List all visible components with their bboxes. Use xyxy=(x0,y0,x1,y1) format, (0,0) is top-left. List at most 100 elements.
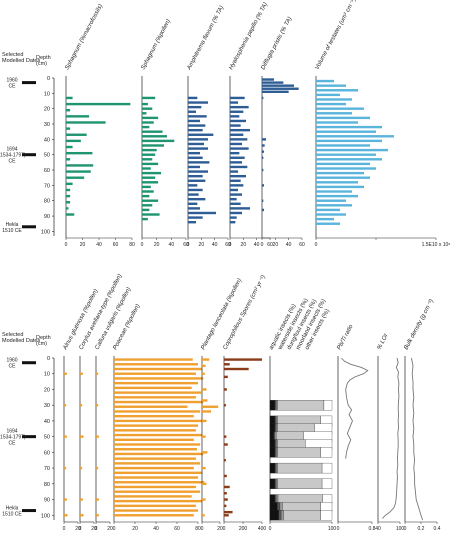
data-bar xyxy=(142,121,154,124)
data-bar xyxy=(202,514,205,517)
data-bar xyxy=(230,142,242,146)
data-bar xyxy=(316,162,370,166)
data-bar xyxy=(230,184,244,187)
data-bar xyxy=(66,176,85,179)
data-bar xyxy=(96,372,99,375)
data-bar xyxy=(188,142,204,146)
data-bar xyxy=(142,96,156,100)
data-bar xyxy=(66,133,87,136)
data-bar xyxy=(188,156,203,159)
stack-segment xyxy=(269,478,276,489)
series-x-tick-label: 40 xyxy=(212,242,218,248)
data-bar xyxy=(188,119,200,123)
dates-label: Modelled Dates xyxy=(2,58,40,64)
data-bar xyxy=(202,466,206,470)
series-x-tick-label: 20 xyxy=(199,242,205,248)
data-bar xyxy=(66,182,73,186)
series-name-label: Amphitrema flavum (% TA) xyxy=(186,5,225,72)
data-bar xyxy=(80,466,83,470)
data-bar xyxy=(202,358,210,361)
data-bar xyxy=(114,414,194,418)
data-bar xyxy=(188,105,202,109)
data-bar xyxy=(66,145,73,149)
data-bar xyxy=(188,211,216,215)
data-bar xyxy=(316,185,364,189)
data-bar xyxy=(316,84,346,87)
date-marker-label: 1960 xyxy=(6,78,17,84)
date-marker-bar xyxy=(22,81,36,85)
stack-segment xyxy=(281,510,284,521)
depth-tick-label: 50 xyxy=(44,435,50,441)
data-bar xyxy=(262,81,284,84)
data-bar xyxy=(202,410,211,413)
data-bar xyxy=(66,170,91,173)
data-bar xyxy=(114,481,205,484)
depth-tick-label: 80 xyxy=(44,199,50,205)
data-bar xyxy=(202,451,208,454)
series-name-label: Pb/Ti ratio xyxy=(336,323,354,350)
date-marker-label: CE xyxy=(9,364,17,370)
data-bar xyxy=(230,179,241,182)
series-x-tick-label: 400 xyxy=(258,526,267,532)
data-bar xyxy=(188,128,203,132)
data-bar xyxy=(64,466,67,470)
data-bar xyxy=(224,459,226,462)
data-bar xyxy=(230,124,241,127)
data-bar xyxy=(262,144,265,147)
data-bar xyxy=(202,435,206,438)
data-bar xyxy=(114,367,203,371)
series-name-label: Bulk density (g cm⁻³) xyxy=(403,299,435,351)
stack-segment xyxy=(274,462,277,474)
series-x-tick-label: 0 xyxy=(223,526,226,532)
stack-segment xyxy=(276,462,278,474)
data-bar xyxy=(66,115,90,118)
data-bar xyxy=(66,207,69,210)
series-x-tick-label: 0 xyxy=(229,242,232,248)
data-bar xyxy=(316,167,376,170)
data-bar xyxy=(80,372,83,375)
stack-segment xyxy=(274,447,277,458)
data-bar xyxy=(114,363,198,366)
data-bar xyxy=(316,222,340,225)
date-marker-label: 1694 xyxy=(6,147,17,153)
data-bar xyxy=(114,405,188,408)
data-bar xyxy=(142,116,159,120)
data-bar xyxy=(114,509,198,512)
series-x-tick-label: 0 xyxy=(65,242,68,248)
data-bar xyxy=(142,190,154,193)
data-bar xyxy=(188,151,200,155)
data-bar xyxy=(114,443,201,446)
data-bar xyxy=(114,504,196,508)
data-bar xyxy=(66,164,94,167)
data-bar xyxy=(316,121,358,124)
depth-tick-label: 20 xyxy=(44,387,50,393)
data-bar xyxy=(316,135,394,138)
data-bar xyxy=(188,193,199,196)
data-bar xyxy=(316,176,370,179)
date-marker-label: Hekla xyxy=(6,222,19,228)
data-bar xyxy=(316,116,370,120)
data-bar xyxy=(224,363,230,366)
series-x-tick-label: 0 xyxy=(269,526,272,532)
series-x-tick-label: 80 xyxy=(129,242,135,248)
data-bar xyxy=(202,372,205,375)
series-x-tick-label: 40 xyxy=(286,242,292,248)
series-x-tick-label: 20 xyxy=(132,526,138,532)
data-bar xyxy=(114,372,196,375)
data-bar xyxy=(66,158,71,161)
data-bar xyxy=(230,211,242,215)
data-bar xyxy=(230,119,246,123)
date-marker-label: CE xyxy=(9,441,17,447)
data-bar xyxy=(114,476,198,479)
data-bar xyxy=(316,98,352,101)
series-line xyxy=(410,357,424,521)
data-bar xyxy=(114,438,194,441)
data-bar xyxy=(230,115,240,118)
data-bar xyxy=(114,424,198,427)
date-marker-label: 1694 xyxy=(6,429,17,435)
data-bar xyxy=(230,174,246,178)
data-bar xyxy=(114,386,192,390)
data-bar xyxy=(224,443,228,446)
data-bar xyxy=(114,448,197,451)
